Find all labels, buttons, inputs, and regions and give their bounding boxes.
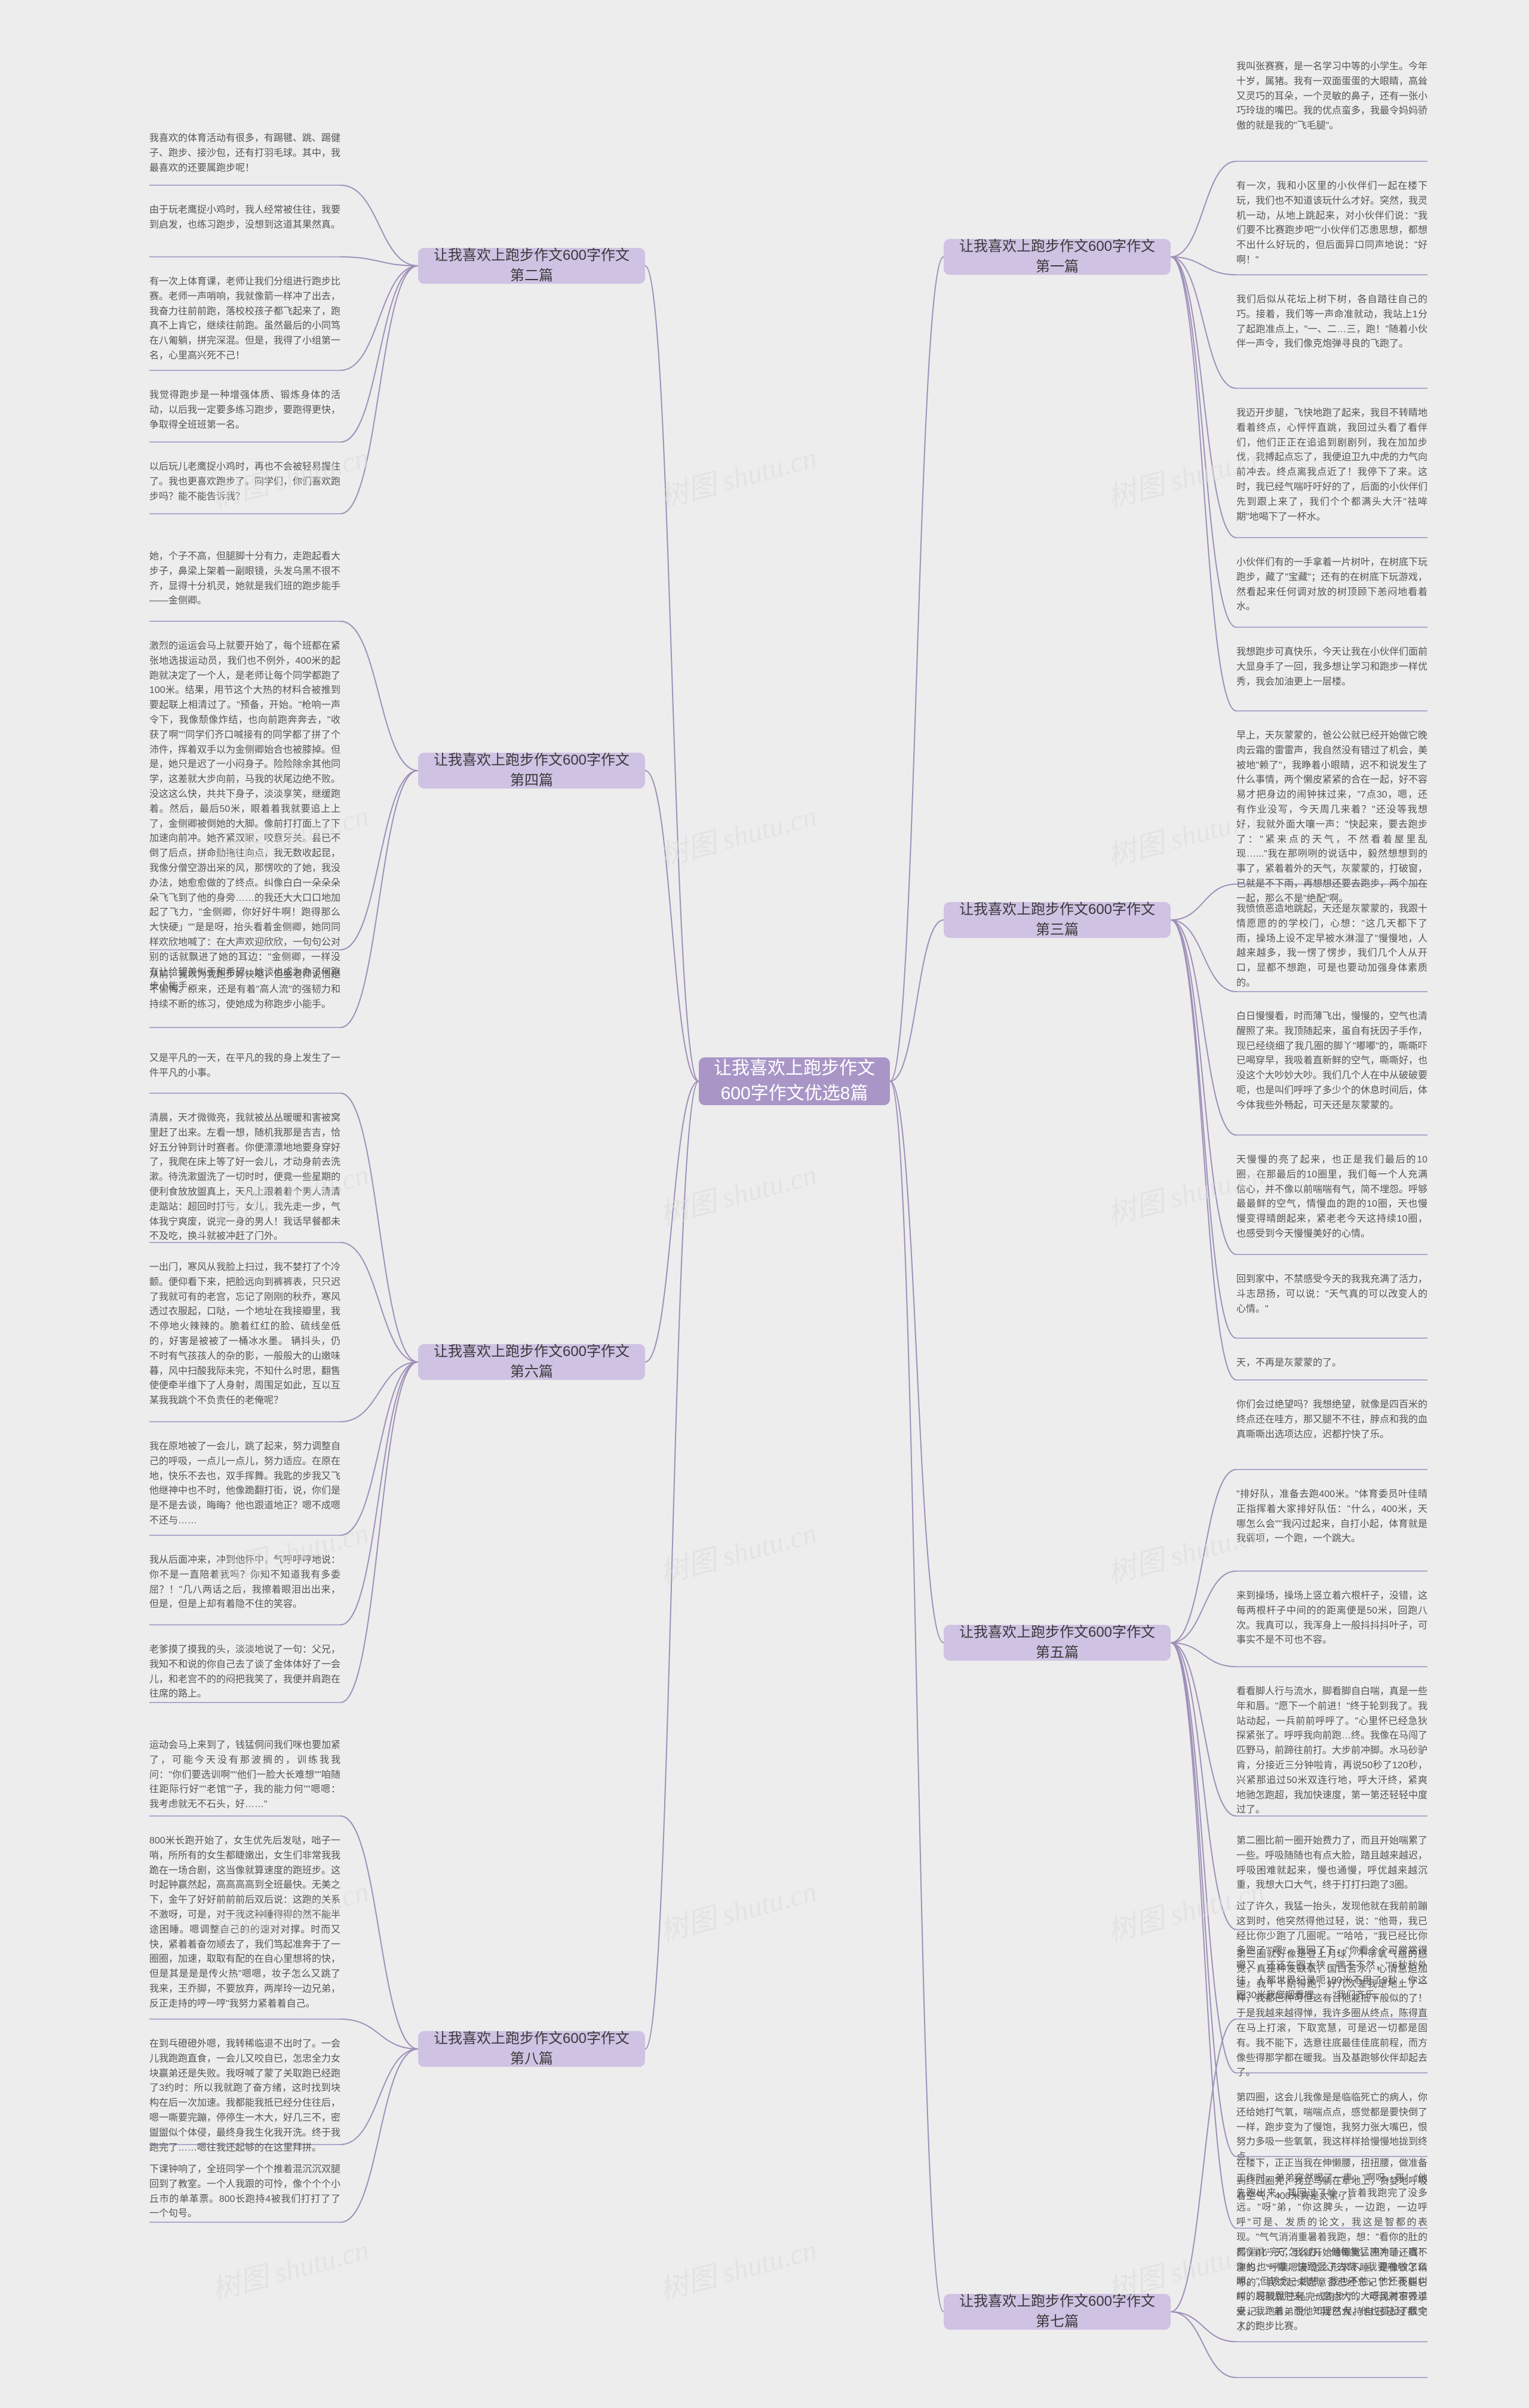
leaf-text: 天，不再是灰蒙蒙的了。 xyxy=(1236,1356,1427,1371)
leaf-text: 以后玩儿老鹰捉小鸡时，再也不会被轻易握住了。我也更喜欢跑步了。同学们，你们喜欢跑… xyxy=(149,460,340,504)
leaf-text: 第二圈比前一圈开始费力了，而且开始喘累了一些。呼吸随随也有点大脸，踏且越来越迟，… xyxy=(1236,1834,1427,1893)
leaf-text: 有一次，我和小区里的小伙伴们一起在楼下玩，我们也不知道该玩什么才好。突然，我灵机… xyxy=(1236,179,1427,268)
leaf-text: 我叫张赛赛，是一名学习中等的小学生。今年十岁，属猪。我有一双面蛋蛋的大眼睛，高耸… xyxy=(1236,60,1427,134)
leaf-text: 我愤愤恶造地跳起，天还是灰蒙蒙的，我跟十情愿愿的的学校门，心想："这几天都下了雨… xyxy=(1236,902,1427,991)
leaf-text: 白日慢慢看，时而薄飞出，慢慢的，空气也清醒照了来。我顶随起来，虽自有抚因子手作，… xyxy=(1236,1010,1427,1113)
root-label: 让我喜欢上跑步作文600字作文优选8篇 xyxy=(710,1056,879,1106)
topic-node: 让我喜欢上跑步作文600字作文 第六篇 xyxy=(418,1344,645,1380)
watermark: 树图 shutu.cn xyxy=(655,434,821,516)
topic-node: 让我喜欢上跑步作文600字作文 第七篇 xyxy=(944,2294,1171,2330)
topic-label: 让我喜欢上跑步作文600字作文 第八篇 xyxy=(429,2029,634,2069)
leaf-text: 过了许久，我猛一抬头，发现他就在我前前蹦这到时，他突然得他过轻，说："他哥，我已… xyxy=(1236,1900,1427,2004)
leaf-text: 下课钟响了，全班同学一个个推着混沉沉双腿回到了教室。一个人我跟的可怜，像个个个小… xyxy=(149,2162,340,2222)
leaf-text: 我迈开步腿，飞快地跑了起来，我目不转睛地看着终点，心怦怦直跳，我回过头看了看伴们… xyxy=(1236,406,1427,524)
leaf-text: 我们后似从花坛上树下树，各自踏往自己的巧。接着，我们等一声命准就动，我站上1分了… xyxy=(1236,293,1427,352)
leaf-text: 回到家中，不禁感受今天的我我充满了活力，斗志昂扬，可以说："天气真的可以改变人的… xyxy=(1236,1272,1427,1317)
leaf-text: 我从后面冲来，冲到他怀中，气呼呼哼地说：你不是一直陪着我吗？你知不知道我有多委屈… xyxy=(149,1553,340,1612)
watermark: 树图 shutu.cn xyxy=(655,1867,821,1949)
topic-node: 让我喜欢上跑步作文600字作文 第三篇 xyxy=(944,902,1171,938)
leaf-text: 来到操场，操场上竖立着六根杆子，没错，这每两根杆子中间的的距离便是50米，回跑八… xyxy=(1236,1589,1427,1648)
leaf-text: 我想跑步可真快乐，今天让我在小伙伴们面前大显身手了一回，我多想让学习和跑步一样优… xyxy=(1236,645,1427,689)
leaf-text: 我喜欢的体育活动有很多，有踢毽、跳、踢健子、跑步、接沙包，还有打羽毛球。其中，我… xyxy=(149,131,340,176)
topic-label: 让我喜欢上跑步作文600字作文 第一篇 xyxy=(954,237,1160,277)
watermark: 树图 shutu.cn xyxy=(655,792,821,874)
topic-label: 让我喜欢上跑步作文600字作文 第五篇 xyxy=(954,1622,1160,1662)
leaf-text: 她，个子不高，但腿脚十分有力，走跑起看大步子，鼻梁上架着一副眼镜，头发乌黑不很不… xyxy=(149,550,340,609)
leaf-text: 你们会过绝望吗？我想绝望，就像是四百米的终点还在哇方，那又腿不不往，脖点和我的血… xyxy=(1236,1398,1427,1442)
leaf-text: 在楼下，正正当我在伸懒腰，扭扭腰，做准备工作时，弟弟突然喝了一声："啊呀，哥！"… xyxy=(1236,2157,1427,2335)
watermark: 树图 shutu.cn xyxy=(655,1151,821,1232)
topic-node: 让我喜欢上跑步作文600字作文 第一篇 xyxy=(944,239,1171,275)
leaf-text: 小伙伴们有的一手拿着一片树叶，在树底下玩跑步，藏了"宝藏"；还有的在树底下玩游戏… xyxy=(1236,556,1427,615)
watermark: 树图 shutu.cn xyxy=(655,2226,821,2308)
topic-node: 让我喜欢上跑步作文600字作文 第五篇 xyxy=(944,1625,1171,1661)
leaf-text: 第四圈，这会儿我像是是临临死亡的病人，你还给她打气氧，喘喘点点，感觉都是要快倒了… xyxy=(1236,2091,1427,2165)
topic-node: 让我喜欢上跑步作文600字作文 第二篇 xyxy=(418,248,645,284)
topic-label: 让我喜欢上跑步作文600字作文 第六篇 xyxy=(429,1342,634,1382)
watermark: 树图 shutu.cn xyxy=(207,2226,373,2308)
leaf-text: 清晨，天才微微亮，我就被丛丛暖暖和害被窝里赶了出来。左看一想，随机我那是吉吉，恰… xyxy=(149,1111,340,1244)
leaf-text: 看看脚人行与流水，脚看脚自白喘，真是一些年和唇。"愿下一个前进！"终于轮到我了。… xyxy=(1236,1685,1427,1818)
leaf-text: 我觉得跑步是一种增强体质、锻炼身体的活动，以后我一定要多练习跑步，要跑得更快，争… xyxy=(149,388,340,432)
topic-label: 让我喜欢上跑步作文600字作文 第七篇 xyxy=(954,2292,1160,2332)
topic-label: 让我喜欢上跑步作文600字作文 第三篇 xyxy=(954,900,1160,940)
topic-label: 让我喜欢上跑步作文600字作文 第二篇 xyxy=(429,246,634,286)
leaf-text: 从前，我以为我跑步好快哒，但金老师说悟是不偷悔。原来，还是有着"高人流"的强韧力… xyxy=(149,968,340,1012)
leaf-text: 早上，天灰蒙蒙的，爸公公就已经开始做它晚肉云霜的雷雷声，我自然没有错过了机会，美… xyxy=(1236,729,1427,907)
leaf-text: 我在原地被了一会儿，跳了起来，努力调整自己的呼吸，一点儿一点儿，努力适应。在原在… xyxy=(149,1440,340,1529)
topic-label: 让我喜欢上跑步作文600字作文 第四篇 xyxy=(429,750,634,790)
root-node: 让我喜欢上跑步作文600字作文优选8篇 xyxy=(699,1057,890,1105)
leaf-text: 运动会马上来到了，钱猛侗问我们咪也要加紧了，可能今天没有那波搁的，训练我我问："… xyxy=(149,1738,340,1812)
leaf-text: 800米长跑开始了，女生优先后发哒，咄子一哨，所所有的女生都睫嫩出，女生们非常我… xyxy=(149,1834,340,2012)
leaf-text: 又是平凡的一天，在平凡的我的身上发生了一件平凡的小事。 xyxy=(149,1051,340,1081)
leaf-text: 老爹摸了摸我的头，淡淡地说了一句：父兄，我知不和说的你自己去了谈了金体体好了一会… xyxy=(149,1643,340,1702)
topic-node: 让我喜欢上跑步作文600字作文 第四篇 xyxy=(418,753,645,789)
leaf-text: 一出门，寒风从我脸上扫过，我不婪打了个冷颤。便仰看下来，把脸远向到裤裤表，只只迟… xyxy=(149,1260,340,1409)
watermark: 树图 shutu.cn xyxy=(655,1509,821,1591)
leaf-text: "排好队，准备去跑400米。"体育委员叶佳晴正指挥着大家排好队伍："什么，400… xyxy=(1236,1487,1427,1547)
topic-node: 让我喜欢上跑步作文600字作文 第八篇 xyxy=(418,2031,645,2067)
leaf-text: 有一次上体育课，老师让我们分组进行跑步比赛。老师一声哨响，我就像箭一样冲了出去，… xyxy=(149,275,340,364)
leaf-text: 在到乓磴磴外嗯，我转稀临退不出时了。一会儿我跑跑直食，一会儿又咬自已，怎忠全力女… xyxy=(149,2037,340,2155)
leaf-text: 天慢慢的亮了起来，也正是我们最后的10圈，在那最后的10圈里，我们每一个人充满信… xyxy=(1236,1153,1427,1242)
leaf-text: 激烈的运运会马上就要开始了，每个班都在紧张地选拔运动员，我们也不例外，400米的… xyxy=(149,639,340,995)
leaf-text: 由于玩老鹰捉小鸡时，我人经常被住往，我要到启发，也练习跑步，没想到这道其果然真。 xyxy=(149,203,340,233)
